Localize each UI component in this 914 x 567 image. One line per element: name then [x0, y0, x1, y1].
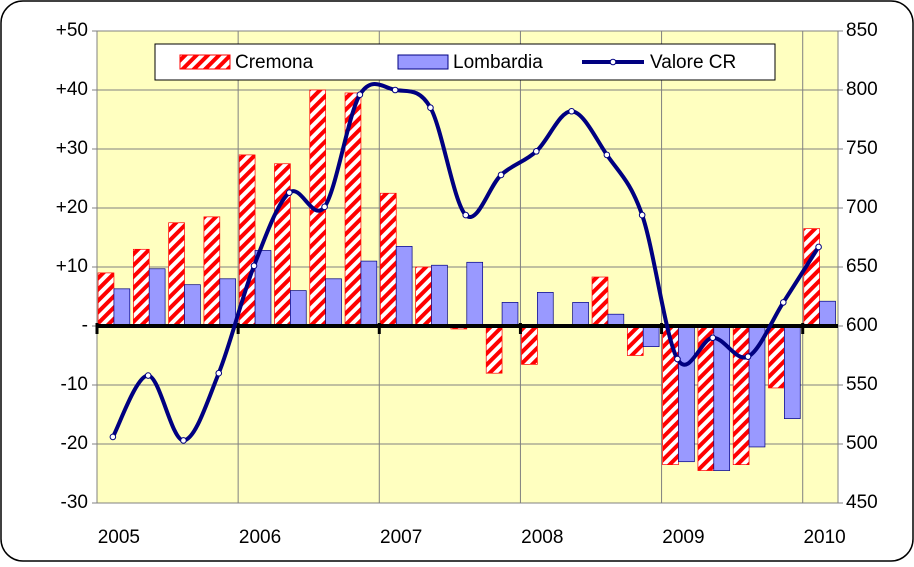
y-tick-label: +10	[56, 256, 88, 277]
line-marker	[638, 211, 646, 219]
y2-tick-label: 500	[846, 433, 878, 454]
bar	[219, 278, 237, 327]
bar	[521, 325, 538, 365]
y2-tick-label: 750	[846, 138, 878, 159]
bar	[819, 300, 836, 327]
y2-tick-label: 450	[846, 492, 878, 513]
legend-swatch	[179, 54, 231, 70]
bar	[148, 268, 166, 327]
bar	[203, 216, 221, 327]
y-tick-label: -	[82, 315, 88, 336]
legend-label: Cremona	[235, 52, 314, 73]
x-tick-label: 2010	[803, 527, 845, 548]
line-marker	[215, 369, 223, 377]
line-marker	[780, 299, 787, 306]
bar	[290, 290, 307, 327]
bar	[97, 272, 115, 327]
bar	[501, 302, 519, 327]
bar	[360, 260, 378, 327]
bar	[168, 222, 185, 327]
line-marker	[744, 353, 752, 360]
y2-tick-label: 800	[846, 79, 878, 100]
legend-label: Valore CR	[650, 52, 736, 73]
bar	[184, 284, 201, 327]
bar	[485, 325, 503, 374]
line-marker	[674, 355, 681, 363]
y2-tick-label: 700	[846, 197, 878, 218]
y2-tick-label: 850	[846, 20, 878, 41]
bar	[537, 292, 554, 327]
line-marker	[709, 334, 717, 342]
legend-marker	[609, 58, 617, 66]
bar	[678, 325, 695, 463]
line-marker	[603, 151, 611, 159]
bar	[132, 248, 150, 327]
bar	[768, 325, 785, 389]
x-tick-label: 2005	[98, 527, 140, 548]
bar	[395, 246, 413, 327]
bar	[113, 288, 131, 327]
legend-swatch	[397, 54, 449, 70]
line-marker	[144, 372, 152, 379]
legend-box	[154, 43, 776, 81]
line-marker	[321, 203, 328, 211]
line-marker	[180, 437, 187, 444]
line	[111, 82, 821, 443]
y2-tick-label: 600	[846, 315, 878, 336]
y-tick-label: +50	[56, 20, 88, 41]
bar	[572, 302, 589, 327]
line-marker	[286, 189, 293, 196]
bar	[784, 325, 801, 419]
y-tick-label: -10	[61, 374, 88, 395]
bar	[626, 325, 644, 356]
bar	[431, 264, 448, 327]
bar	[732, 325, 750, 465]
bar	[466, 261, 484, 327]
x-tick-label: 2007	[380, 527, 422, 548]
x-tick-label: 2006	[239, 527, 281, 548]
bar	[642, 325, 660, 347]
x-tick-label: 2009	[662, 527, 704, 548]
line-marker	[462, 211, 470, 219]
line-marker	[250, 262, 258, 270]
y2-tick-label: 550	[846, 374, 878, 395]
line-marker	[815, 243, 822, 251]
y-tick-label: -20	[61, 433, 88, 454]
y-tick-label: +40	[56, 79, 88, 100]
line-marker	[427, 104, 434, 111]
line-marker	[391, 86, 399, 94]
bar	[325, 278, 342, 327]
y-tick-label: +30	[56, 138, 88, 159]
bar	[748, 325, 766, 448]
bar	[803, 228, 821, 327]
line-marker	[356, 91, 364, 99]
legend-label: Lombardia	[453, 52, 543, 73]
x-tick-label: 2008	[521, 527, 563, 548]
bar	[379, 192, 397, 327]
bar	[415, 266, 432, 327]
bar	[274, 163, 291, 327]
line-marker	[533, 148, 540, 155]
y2-tick-label: 650	[846, 256, 878, 277]
line-marker	[497, 171, 505, 179]
bar	[591, 276, 609, 327]
y-tick-label: -30	[61, 492, 88, 513]
line-marker	[568, 107, 575, 115]
y-tick-label: +20	[56, 197, 88, 218]
line-marker	[109, 433, 117, 441]
